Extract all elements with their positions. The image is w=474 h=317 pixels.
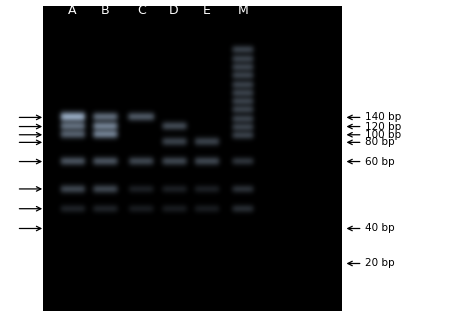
Text: M: M [237, 4, 248, 17]
Text: 80 bp: 80 bp [365, 137, 394, 147]
Text: D: D [169, 4, 179, 17]
Text: A: A [68, 4, 77, 17]
Text: C: C [137, 4, 146, 17]
Text: 60 bp: 60 bp [365, 157, 394, 166]
Text: B: B [101, 4, 109, 17]
Text: E: E [203, 4, 211, 17]
Text: 40 bp: 40 bp [365, 223, 394, 234]
Text: 20 bp: 20 bp [365, 258, 394, 268]
Text: 140 bp: 140 bp [365, 113, 401, 122]
Text: 120 bp: 120 bp [365, 121, 401, 132]
Text: 100 bp: 100 bp [365, 130, 401, 140]
